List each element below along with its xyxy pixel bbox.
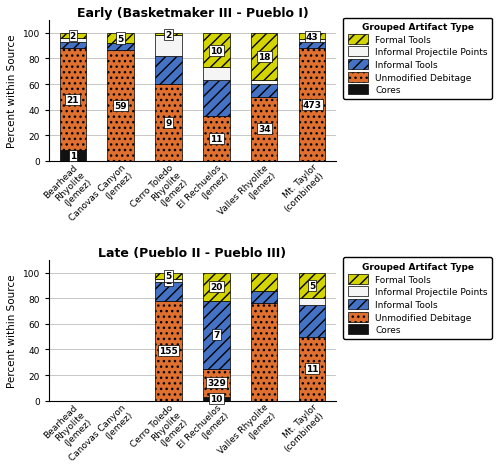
Text: 473: 473 <box>302 101 322 109</box>
Text: 5: 5 <box>166 272 172 281</box>
Text: 1: 1 <box>70 152 76 161</box>
Bar <box>203 68 230 81</box>
Bar <box>108 44 134 50</box>
Text: 9: 9 <box>166 119 172 128</box>
Bar <box>60 39 86 43</box>
Bar <box>203 301 230 369</box>
Title: Early (Basketmaker III - Pueblo I): Early (Basketmaker III - Pueblo I) <box>76 7 308 20</box>
Bar <box>299 337 326 401</box>
Bar <box>203 34 230 68</box>
Bar <box>251 81 278 85</box>
Bar <box>299 49 326 161</box>
Text: 21: 21 <box>66 96 79 105</box>
Text: 43: 43 <box>306 32 318 41</box>
Bar <box>108 50 134 161</box>
Bar <box>60 151 86 161</box>
Text: 155: 155 <box>159 347 178 356</box>
Bar <box>299 299 326 305</box>
Text: 18: 18 <box>258 53 270 62</box>
Bar <box>203 369 230 397</box>
Bar <box>60 43 86 49</box>
Bar <box>299 34 326 40</box>
Title: Late (Pueblo II - Pueblo III): Late (Pueblo II - Pueblo III) <box>98 246 286 259</box>
Bar <box>156 301 182 401</box>
Text: 5: 5 <box>309 281 315 290</box>
Bar <box>156 273 182 279</box>
Bar <box>156 279 182 282</box>
Text: 20: 20 <box>210 283 222 292</box>
Bar <box>60 49 86 151</box>
Text: 59: 59 <box>114 101 127 110</box>
Bar <box>156 57 182 85</box>
Bar <box>156 34 182 36</box>
Bar <box>251 85 278 98</box>
Text: 7: 7 <box>213 330 220 339</box>
Text: 2: 2 <box>70 32 76 41</box>
Bar <box>156 282 182 301</box>
Text: 2: 2 <box>166 277 172 285</box>
Bar <box>203 273 230 301</box>
Text: 11: 11 <box>210 135 222 143</box>
Legend: Formal Tools, Informal Projectile Points, Informal Tools, Unmodified Debitage, C: Formal Tools, Informal Projectile Points… <box>344 19 492 99</box>
Bar <box>156 85 182 161</box>
Bar <box>203 397 230 401</box>
Text: 11: 11 <box>306 364 318 373</box>
Bar <box>299 40 326 43</box>
Text: 2: 2 <box>166 30 172 40</box>
Bar <box>251 273 278 291</box>
Text: 10: 10 <box>210 394 222 403</box>
Y-axis label: Percent within Source: Percent within Source <box>7 274 17 387</box>
Bar <box>203 81 230 117</box>
Bar <box>299 305 326 337</box>
Text: 5: 5 <box>118 34 124 43</box>
Bar <box>60 34 86 39</box>
Legend: Formal Tools, Informal Projectile Points, Informal Tools, Unmodified Debitage, C: Formal Tools, Informal Projectile Points… <box>344 258 492 339</box>
Bar <box>251 34 278 81</box>
Bar <box>299 43 326 49</box>
Bar <box>299 273 326 299</box>
Y-axis label: Percent within Source: Percent within Source <box>7 35 17 148</box>
Bar <box>108 34 134 44</box>
Bar <box>251 304 278 401</box>
Text: 329: 329 <box>207 378 226 387</box>
Bar <box>156 36 182 57</box>
Bar <box>203 117 230 161</box>
Bar <box>251 98 278 161</box>
Text: 10: 10 <box>210 47 222 56</box>
Text: 34: 34 <box>258 125 270 134</box>
Bar <box>251 291 278 304</box>
